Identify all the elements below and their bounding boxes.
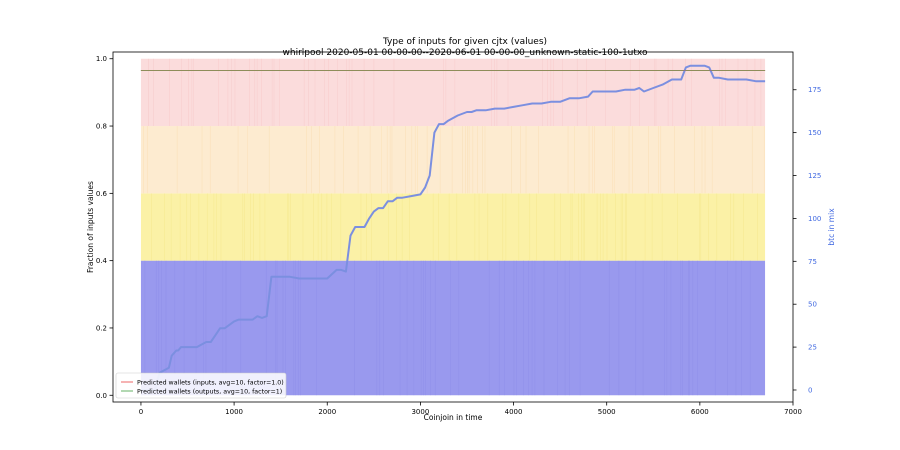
- chart-title: Type of inputs for given cjtx (values): [382, 37, 547, 47]
- stripe-texture: [143, 58, 765, 396]
- y-axis-label: Fraction of inputs values: [86, 181, 95, 273]
- y2-tick-label: 175: [808, 86, 821, 94]
- y2-tick-label: 100: [808, 215, 821, 223]
- x-tick-label: 6000: [691, 408, 709, 416]
- legend: Predicted wallets (inputs, avg=10, facto…: [115, 372, 287, 399]
- y2-tick-label: 150: [808, 129, 821, 137]
- x-tick-label: 0: [139, 408, 143, 416]
- x-tick-label: 3000: [411, 408, 429, 416]
- series-lines: [140, 64, 766, 391]
- x-tick-label: 7000: [784, 408, 802, 416]
- y2-tick-label: 25: [808, 344, 817, 352]
- y2-tick-label: 75: [808, 258, 817, 266]
- x-axis-label: Coinjoin in time: [424, 413, 483, 422]
- legend-label-inputs: Predicted wallets (inputs, avg=10, facto…: [137, 380, 284, 387]
- band-band-3: [140, 126, 766, 194]
- x-tick-label: 2000: [318, 408, 336, 416]
- y-tick-label: 0.6: [96, 190, 108, 198]
- y-tick-label: 0.2: [96, 324, 107, 332]
- x-tick-label: 1000: [225, 408, 243, 416]
- legend-box: [115, 372, 287, 399]
- y-tick-label: 0.0: [96, 392, 107, 400]
- stacked-bands: [140, 58, 766, 396]
- plot-area: [112, 51, 794, 403]
- legend-label-outputs: Predicted wallets (outputs, avg=10, fact…: [137, 389, 282, 396]
- y2-axis-label: btc in mix: [827, 208, 836, 246]
- band-band-4: [140, 58, 766, 127]
- plot-frame: [112, 51, 794, 403]
- y-axis-left: 0.0 0.2 0.4 0.6 0.8 1.0: [96, 55, 113, 400]
- y2-tick-label: 125: [808, 172, 821, 180]
- y2-tick-label: 50: [808, 301, 817, 309]
- y-axis-right: 0 25 50 75 100 125 150 175: [793, 86, 821, 394]
- y-tick-label: 0.4: [96, 257, 108, 265]
- band-band-2: [140, 193, 766, 261]
- y-tick-label: 0.8: [96, 123, 107, 131]
- x-tick-label: 4000: [505, 408, 523, 416]
- chart-subtitle: whirlpool 2020-05-01 00-00-00--2020-06-0…: [283, 48, 648, 58]
- x-tick-label: 5000: [598, 408, 616, 416]
- series-line-2: [140, 64, 766, 391]
- y-tick-label: 1.0: [96, 55, 107, 63]
- y2-tick-label: 0: [808, 386, 812, 394]
- x-axis: 0 1000 2000 3000 4000 5000 6000 7000: [139, 402, 802, 416]
